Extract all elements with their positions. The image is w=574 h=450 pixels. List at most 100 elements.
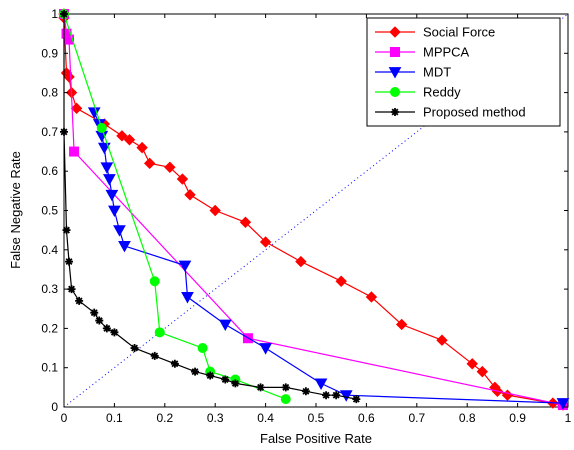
data-point-mdt	[339, 390, 353, 402]
data-point-social-force	[335, 275, 347, 287]
y-tick-label: 0	[51, 400, 58, 414]
data-point-social-force	[395, 318, 408, 331]
data-point-proposed-method	[231, 379, 240, 388]
data-point-social-force	[164, 161, 176, 173]
data-point-social-force	[239, 216, 252, 228]
data-point-proposed-method	[332, 391, 341, 400]
axis-layer: 0 0.1 0.2 0.3 0.4 0.5 0.6 0.7 0.8 0.9 1 0 0.1 0.2 0.3 0…	[41, 7, 571, 425]
data-point-social-force	[184, 189, 196, 201]
data-point-social-force	[436, 334, 448, 346]
x-tick-label: 0	[61, 411, 68, 425]
legend-item-mdt: MDT	[375, 65, 451, 80]
data-point-social-force	[209, 204, 221, 217]
legend-label-mppca: MPPCA	[423, 45, 470, 60]
data-point-reddy	[280, 394, 291, 405]
data-point-reddy	[197, 343, 208, 354]
legend-marker-reddy	[390, 87, 400, 97]
legend-item-social-force: Social Force	[375, 25, 495, 40]
data-point-social-force	[476, 365, 489, 378]
y-tick-label: 1	[51, 7, 58, 21]
legend-label-proposed-method: Proposed method	[423, 105, 526, 120]
y-tick-label: 0.8	[41, 86, 58, 100]
data-point-proposed-method	[221, 375, 230, 384]
series-mdt	[87, 107, 570, 410]
data-point-proposed-method	[67, 285, 76, 294]
y-tick-label: 0.7	[41, 125, 58, 139]
series-social-force	[58, 8, 569, 411]
x-tick-label: 0.1	[106, 411, 123, 425]
data-point-proposed-method	[75, 296, 84, 305]
data-point-social-force	[136, 141, 148, 154]
legend-label-mdt: MDT	[423, 65, 451, 80]
series-proposed-method	[60, 10, 361, 404]
data-point-reddy	[149, 276, 160, 287]
x-tick-label: 0.6	[358, 411, 375, 425]
data-point-mppca	[69, 146, 80, 157]
data-point-social-force	[123, 134, 136, 146]
data-point-proposed-method	[150, 351, 159, 360]
data-point-mdt	[97, 142, 111, 155]
data-point-reddy	[96, 122, 107, 133]
data-point-proposed-method	[130, 344, 139, 353]
x-axis-label: False Positive Rate	[260, 431, 372, 446]
data-point-proposed-method	[322, 391, 331, 400]
data-point-social-force	[466, 358, 478, 370]
x-tick-label: 0.9	[509, 411, 526, 425]
data-point-proposed-method	[206, 371, 215, 380]
legend-item-mppca: MPPCA	[375, 45, 470, 60]
legend-label-reddy: Reddy	[423, 85, 461, 100]
y-tick-label: 0.5	[41, 204, 58, 218]
data-point-proposed-method	[352, 395, 361, 404]
x-tick-label: 0.4	[257, 411, 274, 425]
y-tick-label: 0.4	[41, 243, 58, 257]
y-axis-label: False Negative Rate	[8, 151, 23, 269]
data-point-social-force	[70, 102, 83, 115]
series-layer	[58, 8, 570, 411]
y-tick-label: 0.2	[41, 321, 58, 335]
data-point-proposed-method	[191, 367, 200, 376]
legend: Social Force MPPCA MDT Reddy Proposed method	[366, 17, 561, 127]
legend-marker-mdt	[388, 67, 402, 79]
data-point-proposed-method	[102, 324, 111, 333]
legend-label-social-force: Social Force	[423, 25, 495, 40]
data-point-proposed-method	[301, 387, 310, 396]
x-tick-label: 0.3	[207, 411, 224, 425]
x-tick-label: 0.2	[156, 411, 173, 425]
x-tick-label: 0.8	[459, 411, 476, 425]
data-point-mdt	[314, 378, 328, 390]
data-point-social-force	[116, 130, 128, 142]
data-point-social-force	[259, 236, 272, 248]
data-point-reddy	[154, 327, 165, 338]
data-point-mdt	[103, 174, 116, 186]
data-point-social-force	[143, 157, 156, 170]
x-tick-label: 0.5	[308, 411, 325, 425]
data-point-mdt	[108, 205, 121, 218]
data-point-mdt	[218, 319, 232, 331]
data-point-proposed-method	[65, 257, 74, 266]
data-point-mdt	[181, 292, 194, 304]
data-point-mdt	[259, 343, 272, 355]
data-point-mdt	[118, 240, 131, 253]
legend-marker-proposed-method	[391, 108, 399, 116]
data-point-mdt	[105, 189, 119, 202]
y-tick-label: 0.3	[41, 282, 58, 296]
y-tick-label: 0.1	[41, 361, 58, 375]
data-point-social-force	[63, 71, 75, 83]
legend-marker-social-force	[389, 26, 401, 38]
data-point-proposed-method	[170, 359, 179, 368]
x-tick-label: 0.7	[408, 411, 425, 425]
data-point-social-force	[365, 291, 378, 303]
data-point-social-force	[176, 173, 189, 185]
legend-marker-mppca	[390, 47, 400, 57]
y-tick-label: 0.9	[41, 46, 58, 60]
legend-item-proposed-method: Proposed method	[375, 105, 526, 120]
data-point-mdt	[113, 225, 126, 237]
data-point-social-force	[295, 255, 307, 268]
data-point-proposed-method	[62, 226, 71, 235]
data-point-mdt	[556, 398, 570, 410]
data-point-proposed-method	[281, 383, 290, 392]
legend-item-reddy: Reddy	[375, 85, 461, 100]
data-point-proposed-method	[95, 316, 104, 325]
data-point-proposed-method	[110, 328, 119, 337]
